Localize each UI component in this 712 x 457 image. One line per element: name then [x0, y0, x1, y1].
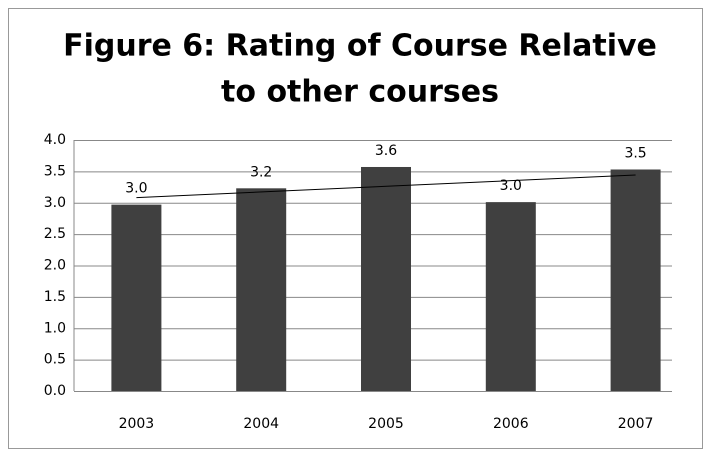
value-label: 3.5 [624, 145, 646, 161]
value-label: 3.0 [500, 178, 522, 194]
y-tick-label: 3.5 [44, 163, 66, 179]
y-tick-label: 3.0 [44, 195, 66, 211]
y-tick-label: 4.0 [44, 132, 66, 148]
x-tick-label: 2006 [493, 416, 529, 432]
y-tick-label: 2.5 [44, 226, 66, 242]
value-label: 3.0 [125, 181, 147, 197]
y-tick-label: 1.0 [44, 320, 66, 336]
trendline [136, 174, 636, 199]
bar [111, 204, 162, 391]
x-tick-label: 2004 [243, 416, 279, 432]
y-tick-label: 0.0 [44, 383, 66, 399]
chart-title: Figure 6: Rating of Course Relative [63, 29, 657, 64]
bar [361, 166, 411, 391]
y-tick-label: 0.5 [44, 352, 66, 368]
value-label: 3.6 [375, 143, 397, 159]
value-label: 3.2 [250, 164, 272, 180]
y-tick-label: 2.0 [44, 258, 66, 274]
bar [236, 188, 287, 391]
y-tick-label: 1.5 [44, 289, 66, 305]
chart-title: to other courses [221, 75, 499, 110]
bar [610, 169, 661, 391]
bar [485, 202, 536, 391]
x-tick-label: 2007 [618, 416, 654, 432]
x-tick-label: 2005 [368, 416, 404, 432]
x-tick-label: 2003 [119, 416, 155, 432]
